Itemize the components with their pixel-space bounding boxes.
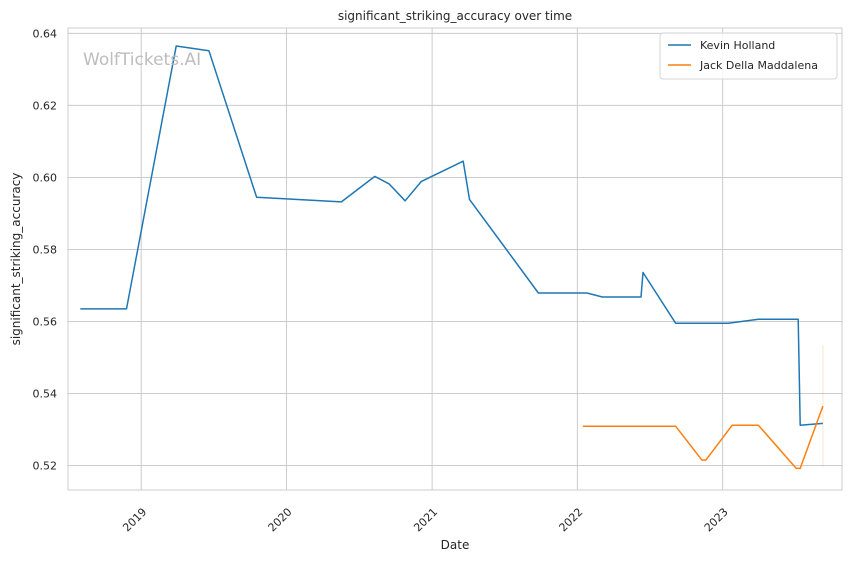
series-line-1 xyxy=(80,45,823,426)
y-tick-labels: 0.52 0.54 0.56 0.58 0.60 0.62 0.64 xyxy=(33,27,58,472)
chart-title: significant_striking_accuracy over time xyxy=(338,9,572,23)
legend-label-1: Kevin Holland xyxy=(700,39,775,52)
series-lines xyxy=(80,45,824,470)
watermark-text: WolfTickets.AI xyxy=(83,50,201,70)
y-tick-label: 0.62 xyxy=(33,99,58,112)
legend-label-2: Jack Della Maddalena xyxy=(699,59,818,72)
y-tick-label: 0.56 xyxy=(33,315,58,328)
y-tick-label: 0.60 xyxy=(33,171,58,184)
y-tick-label: 0.54 xyxy=(33,387,58,400)
y-tick-label: 0.58 xyxy=(33,243,58,256)
plot-area xyxy=(67,27,843,491)
y-tick-label: 0.64 xyxy=(33,27,58,40)
legend: Kevin Holland Jack Della Maddalena xyxy=(659,32,838,80)
series-line-2 xyxy=(582,405,824,470)
y-axis-title: significant_striking_accuracy xyxy=(9,173,23,346)
legend-box xyxy=(659,32,838,80)
y-tick-label: 0.52 xyxy=(33,460,58,473)
grid xyxy=(68,28,842,490)
x-axis-title: Date xyxy=(441,538,470,552)
